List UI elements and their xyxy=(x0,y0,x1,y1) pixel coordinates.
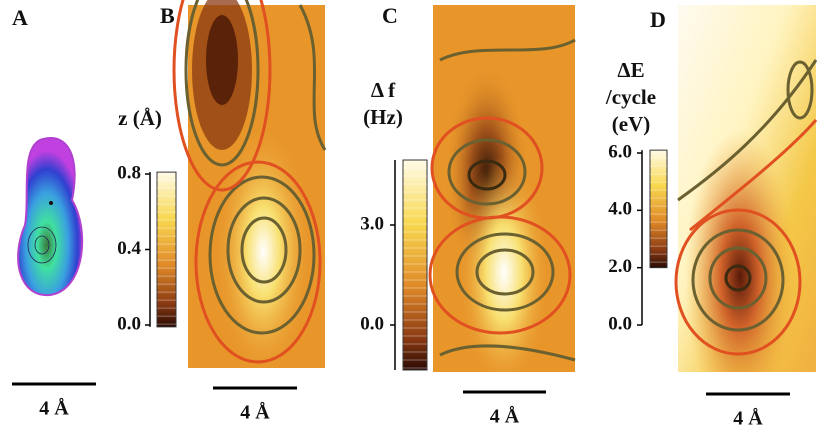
tick-label: 0.0 xyxy=(360,313,384,334)
colorbar-title: (eV) xyxy=(612,112,650,136)
tick-label: 6.0 xyxy=(608,141,632,162)
scale-bar-label: 4 Å xyxy=(39,397,69,420)
annotations: A 4 Å B 4 Å z (Å) 0.0 0.4 0.8 C 4 Å Δ f (Hz) 0.0 3.0 D… xyxy=(12,3,790,430)
panel-label: A xyxy=(12,5,28,30)
colorbar-title: z (Å) xyxy=(118,106,162,130)
tick-label: 0.0 xyxy=(608,313,632,334)
panel-label: D xyxy=(650,7,666,32)
colorbar-title: (Hz) xyxy=(363,105,403,129)
colorbar-title: Δ f xyxy=(371,78,396,102)
tick-label: 0.8 xyxy=(117,162,141,183)
panel-label: C xyxy=(382,3,398,28)
tick-label: 0.4 xyxy=(117,238,141,259)
panel-a-image xyxy=(17,137,84,297)
scale-bar-label: 4 Å xyxy=(490,405,520,428)
panel-c-image xyxy=(428,5,576,372)
scale-bar-label: 4 Å xyxy=(240,401,270,424)
panel-d-image xyxy=(674,5,818,372)
tick-label: 3.0 xyxy=(360,213,384,234)
colorbar-title: /cycle xyxy=(605,85,656,109)
panel-b-image xyxy=(172,0,327,368)
tick-label: 0.0 xyxy=(117,313,141,334)
tick-label: 2.0 xyxy=(608,256,632,277)
colorbar xyxy=(402,159,428,371)
colorbar-title: ΔE xyxy=(617,58,644,82)
colorbar xyxy=(649,149,668,269)
panel-label: B xyxy=(160,3,175,28)
tick-label: 4.0 xyxy=(608,199,632,220)
colorbar xyxy=(156,171,177,328)
scale-bar-label: 4 Å xyxy=(733,407,763,428)
